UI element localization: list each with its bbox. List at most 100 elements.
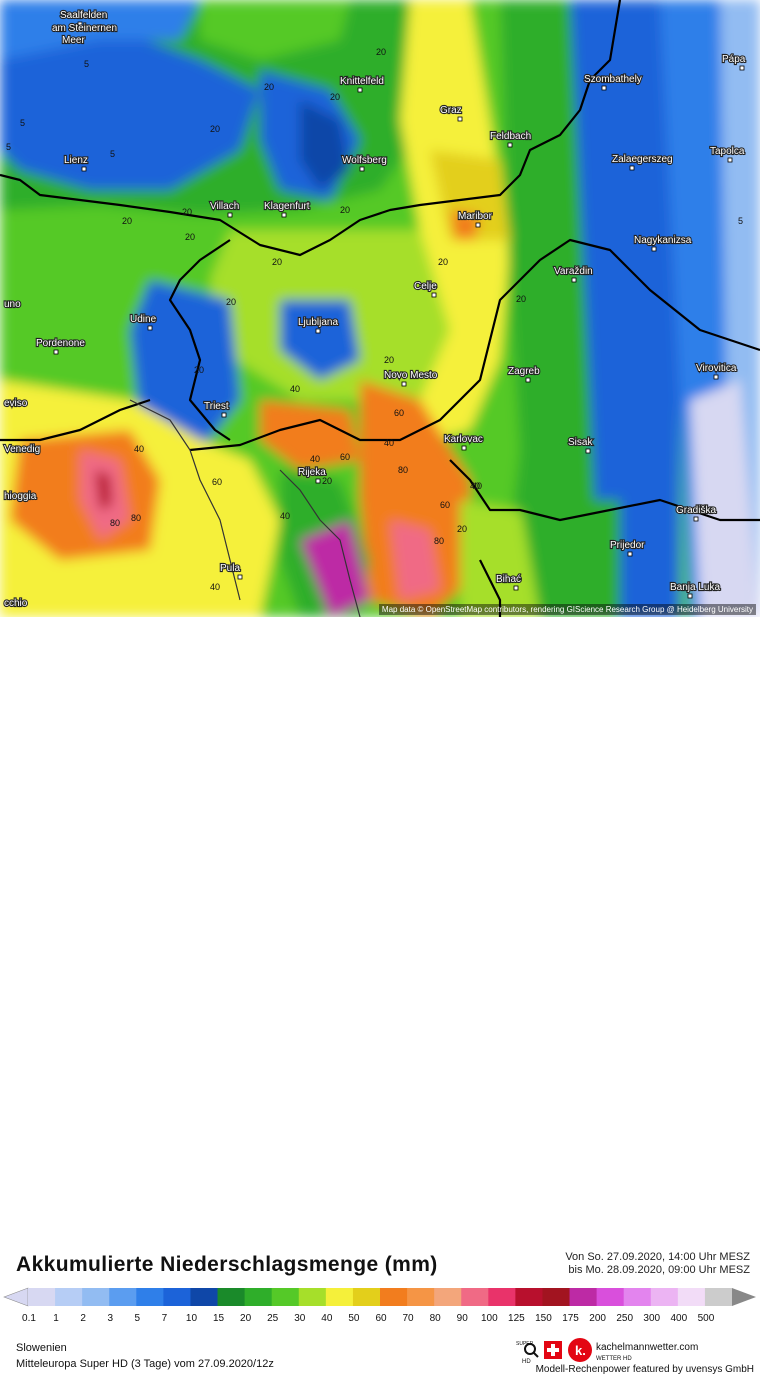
- city-label: Villach: [210, 201, 239, 212]
- legend-swatch: [515, 1288, 543, 1306]
- city-label: am Steinernen: [52, 23, 117, 34]
- legend-tick: 80: [429, 1313, 441, 1324]
- brand-sub: WETTER HD: [596, 1356, 632, 1362]
- color-scale-legend: [3, 1287, 756, 1307]
- contour-value: 40: [470, 481, 480, 491]
- period-from: Von So. 27.09.2020, 14:00 Uhr MESZ: [565, 1251, 750, 1263]
- contour-value: 80: [110, 518, 120, 528]
- contour-value: 20: [194, 365, 204, 375]
- city-marker: [525, 377, 531, 383]
- legend-tick: 70: [402, 1313, 414, 1324]
- contour-value: 20: [384, 355, 394, 365]
- city-marker: [713, 374, 719, 380]
- legend-tick: 125: [508, 1313, 525, 1324]
- city-marker: [281, 212, 287, 218]
- footer-panel: Akkumulierte Niederschlagsmenge (mm) Von…: [0, 617, 760, 1375]
- city-label: cchio: [4, 598, 28, 609]
- legend-tick: 175: [562, 1313, 579, 1324]
- city-label: Varaždin: [554, 266, 593, 277]
- contour-value: 20: [322, 476, 332, 486]
- city-marker: [693, 516, 699, 522]
- legend-swatch: [704, 1288, 733, 1306]
- contour-value: 40: [210, 582, 220, 592]
- city-marker: [457, 116, 463, 122]
- city-marker: [221, 412, 227, 418]
- city-marker: [431, 292, 437, 298]
- city-marker: [461, 445, 467, 451]
- legend-tick: 1: [53, 1313, 59, 1324]
- city-label: hioggia: [4, 491, 37, 502]
- contour-value: 40: [134, 444, 144, 454]
- contour-value: 80: [434, 536, 444, 546]
- legend-swatch: [28, 1288, 56, 1306]
- period-to: bis Mo. 28.09.2020, 09:00 Uhr MESZ: [568, 1264, 750, 1276]
- legend-tick: 300: [643, 1313, 661, 1324]
- city-marker: [77, 21, 83, 27]
- city-marker: [727, 157, 733, 163]
- city-marker: [629, 165, 635, 171]
- svg-text:k.: k.: [575, 1343, 586, 1358]
- city-label: Virovitica: [696, 363, 737, 374]
- legend-swatch: [407, 1288, 435, 1306]
- city-label: Venedig: [4, 444, 40, 455]
- city-marker: [585, 448, 591, 454]
- legend-tick: 40: [321, 1313, 333, 1324]
- city-marker: [81, 166, 87, 172]
- contour-value: 60: [394, 408, 404, 418]
- region-name: Slowenien: [16, 1342, 67, 1354]
- contour-value: 80: [398, 465, 408, 475]
- contour-value: 40: [384, 438, 394, 448]
- legend-swatch: [244, 1288, 273, 1306]
- contour-value: 80: [131, 513, 141, 523]
- legend-swatch: [109, 1288, 137, 1306]
- contour-value: 20: [330, 92, 340, 102]
- legend-swatch: [190, 1288, 219, 1306]
- map-attribution: Map data © OpenStreetMap contributors, r…: [378, 604, 756, 615]
- city-label: Triest: [204, 401, 229, 412]
- legend-tick: 250: [616, 1313, 634, 1324]
- contour-value: 20: [438, 257, 448, 267]
- brand-logos[interactable]: SUPER HD k. kachelmannwetter.com WETTER …: [514, 1336, 754, 1366]
- city-label: Sisak: [568, 437, 593, 448]
- city-label: Graz: [440, 105, 462, 116]
- city-marker: [227, 212, 233, 218]
- city-marker: [401, 381, 407, 387]
- city-label: Pápa: [722, 54, 746, 65]
- legend-tick: 5: [134, 1313, 141, 1324]
- legend-arrow-right: [732, 1288, 756, 1306]
- legend-tick: 150: [535, 1313, 552, 1324]
- city-marker: [601, 85, 607, 91]
- city-label: Pordenone: [36, 338, 85, 349]
- city-marker: [739, 65, 745, 71]
- chart-title: Akkumulierte Niederschlagsmenge (mm): [16, 1253, 438, 1276]
- legend-ticks: 0.1 1 2 3 5 7 10 15 20 25 30 40 50 60 70 80 90 100 125 150 1…: [0, 1313, 760, 1327]
- city-marker: [53, 349, 59, 355]
- city-label: Zalaegerszeg: [612, 154, 673, 165]
- city-label: Maribor: [458, 211, 493, 222]
- city-label: Ljubljana: [298, 317, 338, 328]
- precip-field: [0, 0, 760, 617]
- legend-swatch: [596, 1288, 625, 1306]
- contour-value: 20: [122, 216, 132, 226]
- map-canvas: 5 20 20 20 20 20 20 40 40 40 40 40 60 60 60 60 80 80 80 80 2…: [0, 0, 760, 617]
- city-marker: [687, 593, 693, 599]
- legend-swatch: [298, 1288, 327, 1306]
- model-info: Mitteleuropa Super HD (3 Tage) vom 27.09…: [16, 1358, 274, 1370]
- legend-swatch: [677, 1288, 706, 1306]
- legend-swatch: [325, 1288, 354, 1306]
- city-label: Celje: [414, 281, 437, 292]
- legend-swatch: [271, 1288, 300, 1306]
- legend-tick: 7: [161, 1313, 168, 1324]
- contour-value: 5: [6, 142, 11, 152]
- contour-value: 40: [290, 384, 300, 394]
- city-marker: [315, 478, 321, 484]
- city-label: Udine: [130, 314, 157, 325]
- legend-tick: 90: [456, 1313, 468, 1324]
- contour-value: 60: [212, 477, 222, 487]
- legend-tick: 15: [212, 1313, 225, 1324]
- city-label: Wolfsberg: [342, 155, 387, 166]
- city-label: Zagreb: [508, 366, 540, 377]
- legend-arrow-left: [3, 1287, 29, 1307]
- precipitation-map[interactable]: 5 20 20 20 20 20 20 40 40 40 40 40 60 60 60 60 80 80 80 80 2…: [0, 0, 760, 617]
